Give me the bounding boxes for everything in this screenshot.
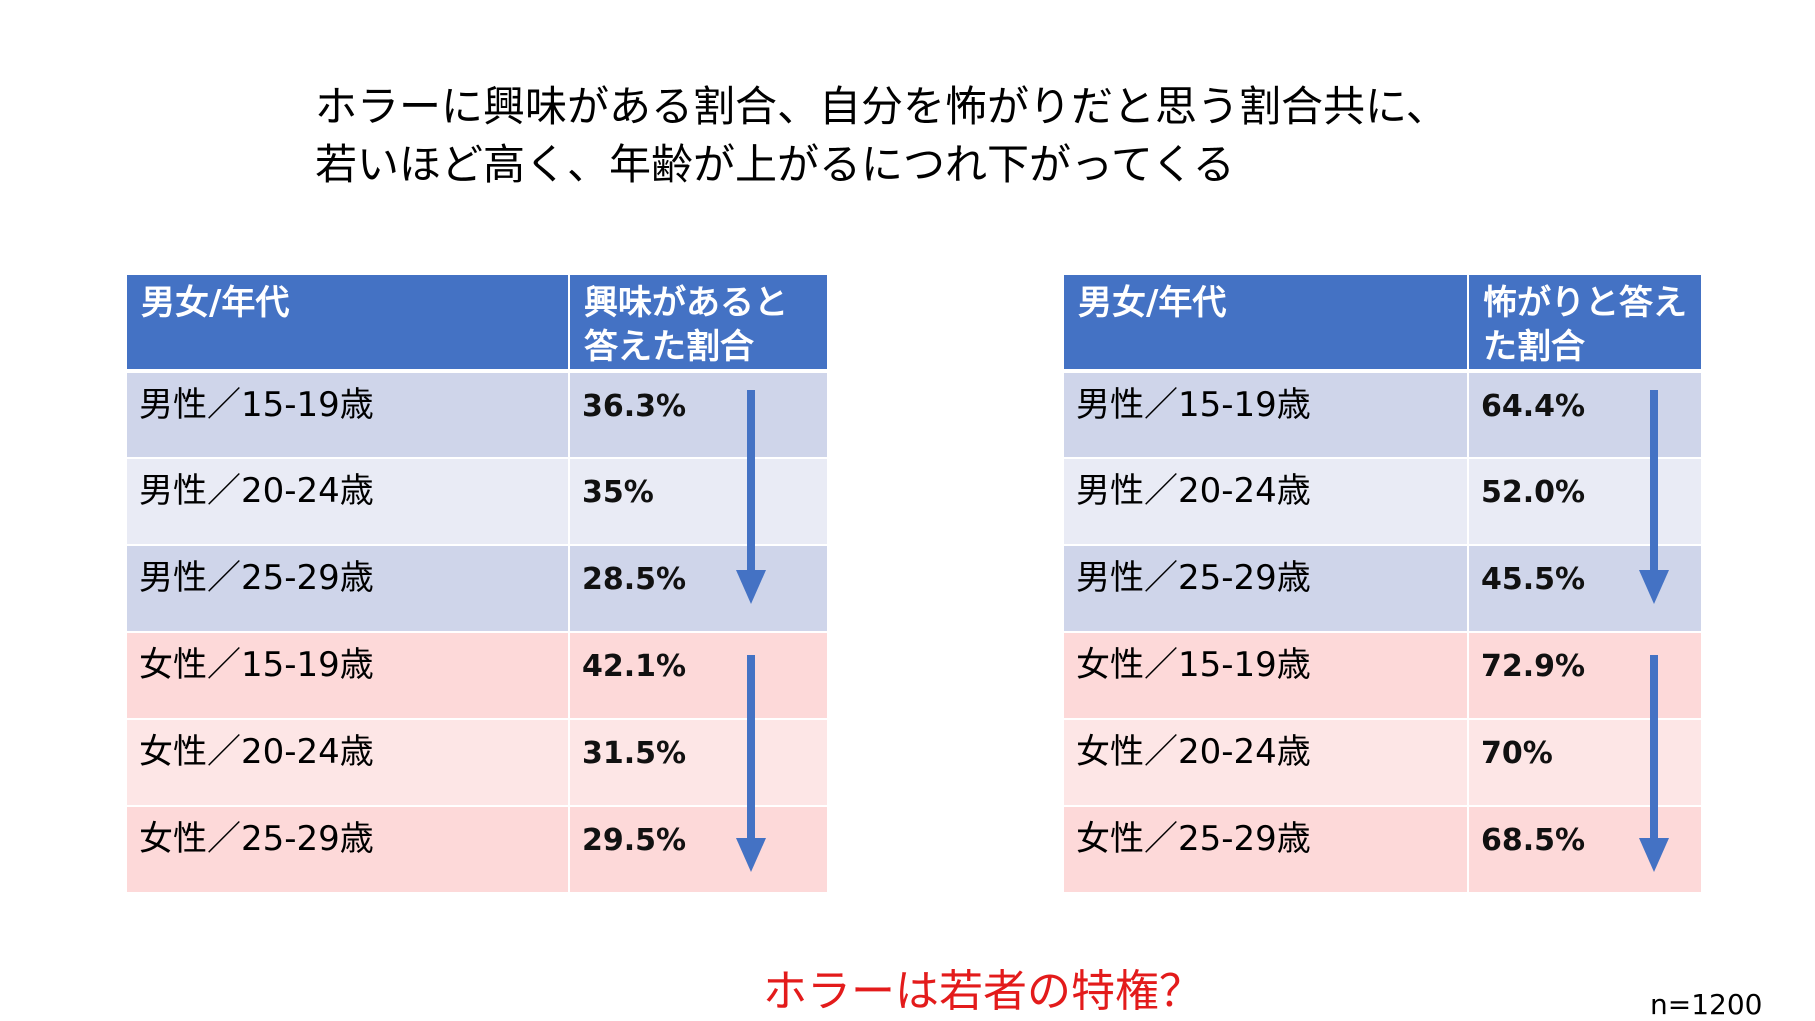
row-group: 男性／15-19歳 (1064, 371, 1469, 459)
title-line-2: 若いほど高く、年齢が上がるにつれ下がってくる (315, 140, 1235, 189)
row-group: 男性／25-29歳 (1064, 545, 1469, 633)
row-value: 31.5% (569, 719, 827, 807)
row-group: 女性／20-24歳 (127, 719, 570, 807)
interest-table: 男女/年代 興味があると答えた割合 男性／15-19歳 36.3% 男性／20-… (127, 275, 827, 894)
table-row: 男性／25-29歳 45.5% (1064, 545, 1701, 633)
table-row: 女性／15-19歳 42.1% (127, 632, 827, 720)
row-group: 女性／20-24歳 (1064, 719, 1469, 807)
table-row: 女性／25-29歳 68.5% (1064, 806, 1701, 894)
table-row: 男性／15-19歳 64.4% (1064, 371, 1701, 459)
interest-table-header: 男女/年代 興味があると答えた割合 (127, 275, 827, 373)
table-row: 女性／15-19歳 72.9% (1064, 632, 1701, 720)
down-arrow-icon (1639, 390, 1669, 605)
row-group: 女性／25-29歳 (127, 806, 570, 894)
table-row: 女性／20-24歳 70% (1064, 719, 1701, 807)
tagline: ホラーは若者の特権？ (763, 966, 1203, 1017)
table-row: 女性／20-24歳 31.5% (127, 719, 827, 807)
row-value: 64.4% (1468, 371, 1701, 459)
table-row: 女性／25-29歳 29.5% (127, 806, 827, 894)
slide-title: ホラーに興味がある割合、自分を怖がりだと思う割合共に、 若いほど高く、年齢が上が… (315, 78, 1448, 194)
row-group: 男性／20-24歳 (127, 458, 570, 546)
row-group: 女性／15-19歳 (1064, 632, 1469, 720)
row-value: 36.3% (569, 371, 827, 459)
scared-table-header: 男女/年代 怖がりと答えた割合 (1064, 275, 1701, 373)
row-group: 女性／25-29歳 (1064, 806, 1469, 894)
table-row: 男性／15-19歳 36.3% (127, 371, 827, 459)
row-value: 29.5% (569, 806, 827, 894)
header-group: 男女/年代 (127, 275, 570, 373)
title-line-1: ホラーに興味がある割合、自分を怖がりだと思う割合共に、 (315, 82, 1448, 131)
row-value: 70% (1468, 719, 1701, 807)
row-value: 42.1% (569, 632, 827, 720)
row-group: 男性／25-29歳 (127, 545, 570, 633)
header-group: 男女/年代 (1064, 275, 1469, 373)
sample-size-note: n=1200 (1650, 988, 1763, 1021)
row-value: 72.9% (1468, 632, 1701, 720)
down-arrow-icon (736, 390, 766, 605)
down-arrow-icon (1639, 655, 1669, 873)
row-group: 男性／20-24歳 (1064, 458, 1469, 546)
scared-table: 男女/年代 怖がりと答えた割合 男性／15-19歳 64.4% 男性／20-24… (1064, 275, 1701, 894)
header-value: 興味があると答えた割合 (569, 275, 827, 373)
down-arrow-icon (736, 655, 766, 873)
row-value: 52.0% (1468, 458, 1701, 546)
header-value: 怖がりと答えた割合 (1468, 275, 1701, 373)
row-group: 女性／15-19歳 (127, 632, 570, 720)
table-row: 男性／20-24歳 35% (127, 458, 827, 546)
row-value: 28.5% (569, 545, 827, 633)
table-row: 男性／20-24歳 52.0% (1064, 458, 1701, 546)
row-group: 男性／15-19歳 (127, 371, 570, 459)
row-value: 35% (569, 458, 827, 546)
row-value: 45.5% (1468, 545, 1701, 633)
table-row: 男性／25-29歳 28.5% (127, 545, 827, 633)
